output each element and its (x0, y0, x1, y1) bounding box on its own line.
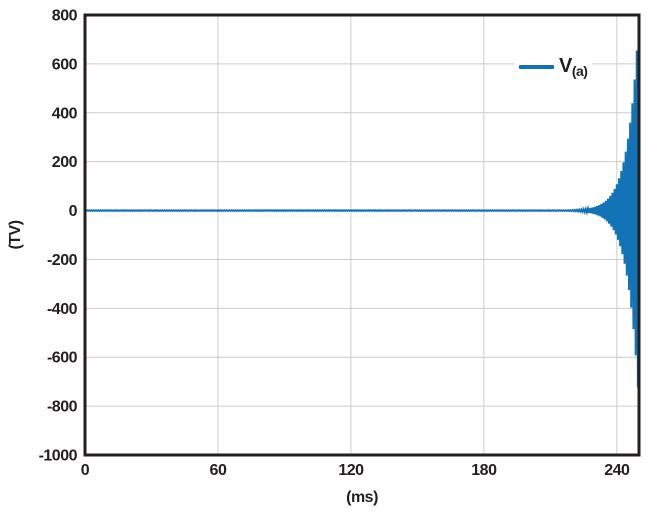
y-tick-label: -200 (47, 252, 78, 269)
x-tick-label: 180 (471, 462, 497, 479)
legend-line-swatch (519, 65, 554, 69)
y-tick-label: -400 (47, 301, 78, 318)
y-tick-label: 400 (52, 105, 78, 122)
waveform-trace (85, 15, 639, 388)
y-tick-label: -1000 (39, 448, 78, 465)
x-tick-label: 240 (604, 462, 630, 479)
legend-label-main: V (559, 55, 572, 77)
legend-label: V(a) (559, 55, 588, 79)
y-tick-label: -800 (47, 399, 78, 416)
legend-label-sub: (a) (571, 63, 588, 79)
legend: V(a) (514, 53, 593, 81)
plot-border (83, 13, 641, 457)
y-tick-label: 200 (52, 154, 78, 171)
y-tick-label: 600 (52, 56, 78, 73)
y-axis-title: (TV) (7, 220, 24, 249)
x-axis-title: (ms) (346, 489, 378, 506)
x-tick-label: 60 (210, 462, 227, 479)
y-tick-label: 0 (69, 203, 78, 220)
x-tick-label: 120 (338, 462, 364, 479)
y-tick-label: -600 (47, 350, 78, 367)
x-tick-label: 0 (81, 462, 90, 479)
y-tick-label: 800 (52, 8, 78, 25)
